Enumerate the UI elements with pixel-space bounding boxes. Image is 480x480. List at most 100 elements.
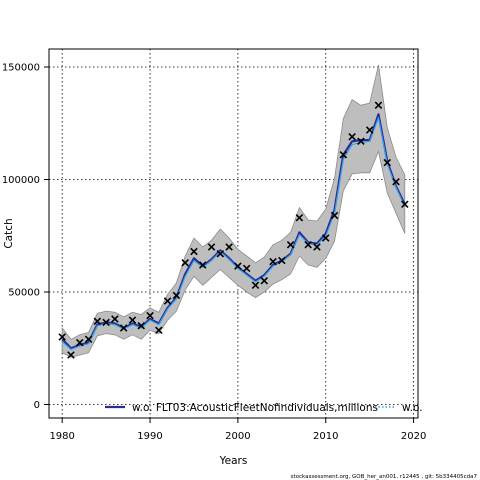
observed-point-stroke: [58, 333, 66, 341]
confidence-band-layer: [61, 64, 406, 358]
observed-point: [225, 243, 233, 251]
x-tick-label: 2010: [313, 431, 338, 442]
y-axis-title: Catch: [3, 218, 15, 248]
observed-point: [67, 351, 75, 359]
observed-point: [374, 101, 383, 110]
observed-point-stroke: [269, 257, 277, 266]
observed-point-stroke: [146, 311, 154, 320]
x-tick-label: 2000: [225, 431, 250, 442]
observed-point: [365, 126, 374, 134]
observed-point-stroke: [75, 338, 84, 347]
footer-attribution: stockassessment.org, GOB_her_an001, r124…: [291, 474, 478, 480]
observed-point-stroke: [181, 258, 189, 267]
observed-point-stroke: [172, 291, 181, 300]
observed-point: [392, 177, 400, 186]
observed-point: [269, 257, 277, 266]
observed-point: [181, 258, 189, 267]
observed-point-stroke: [330, 211, 339, 220]
observed-point-stroke: [242, 264, 251, 273]
observed-point: [111, 315, 119, 323]
observed-point: [339, 150, 348, 159]
observed-point-stroke: [84, 335, 93, 344]
observed-point: [286, 240, 295, 249]
observed-point-stroke: [365, 126, 374, 134]
observed-points-layer: [58, 101, 409, 359]
observed-point-stroke: [383, 158, 392, 167]
observed-point-stroke: [198, 261, 207, 269]
observed-point: [84, 335, 93, 344]
legend-label-alt: w.o.: [402, 402, 423, 414]
observed-point-stroke: [216, 249, 225, 258]
legend: w.o. FLT03:AcousticFleetNofindividuals,m…: [105, 402, 423, 414]
observed-point-stroke: [313, 243, 321, 251]
observed-point: [119, 324, 128, 332]
observed-point-stroke: [295, 213, 304, 222]
observed-point-stroke: [163, 297, 172, 305]
observed-point-stroke: [128, 316, 137, 324]
observed-point-stroke: [225, 243, 233, 251]
observed-point: [251, 281, 260, 290]
observed-point: [128, 316, 137, 324]
observed-point: [348, 132, 356, 141]
observed-point: [207, 243, 216, 251]
observed-point: [401, 200, 409, 209]
observed-point-stroke: [137, 321, 146, 330]
series-layer: [61, 113, 406, 350]
y-tick-label: 0: [34, 400, 40, 411]
axes-layer: 1980 1990 2000 2010 2020 0 50000 100000 150000: [2, 63, 427, 443]
observed-point-stroke: [251, 281, 260, 290]
observed-point: [321, 234, 330, 242]
series-line-main: [61, 113, 406, 350]
observed-point: [93, 317, 102, 326]
y-tick-label: 100000: [2, 175, 40, 186]
observed-point-stroke: [286, 240, 295, 249]
observed-point: [146, 311, 154, 320]
observed-point-stroke: [207, 243, 216, 251]
x-tick-label: 1980: [49, 431, 74, 442]
observed-point: [190, 247, 198, 256]
observed-point: [330, 211, 339, 220]
observed-point-stroke: [67, 351, 75, 359]
observed-point: [172, 291, 181, 300]
observed-point-stroke: [278, 256, 286, 265]
observed-point: [102, 318, 110, 327]
observed-point-stroke: [348, 132, 356, 141]
observed-point-stroke: [111, 315, 119, 323]
observed-point-stroke: [321, 234, 330, 242]
observed-point: [216, 249, 225, 258]
observed-point-stroke: [357, 137, 365, 146]
observed-point-stroke: [374, 101, 383, 110]
observed-point: [234, 262, 242, 270]
observed-point: [137, 321, 146, 330]
observed-point: [198, 261, 207, 269]
observed-point: [260, 276, 269, 285]
grid-layer: [49, 49, 418, 418]
observed-point-stroke: [392, 177, 400, 186]
observed-point: [242, 264, 251, 273]
observed-point-stroke: [234, 262, 242, 270]
legend-label-main: w.o. FLT03:AcousticFleetNofindividuals,m…: [132, 402, 378, 414]
observed-point: [357, 137, 365, 146]
observed-point: [75, 338, 84, 347]
confidence-band: [61, 64, 406, 358]
observed-point: [304, 240, 312, 249]
observed-point-stroke: [93, 317, 102, 326]
x-tick-label: 1990: [137, 431, 162, 442]
observed-point-stroke: [119, 324, 128, 332]
observed-point: [278, 256, 286, 265]
x-tick-label: 2020: [401, 431, 426, 442]
observed-point: [295, 213, 304, 222]
observed-point-stroke: [260, 276, 269, 285]
observed-point: [383, 158, 392, 167]
observed-point: [163, 297, 172, 305]
observed-point: [58, 333, 66, 341]
observed-point-stroke: [304, 240, 312, 249]
series-line-alt: [61, 116, 406, 350]
observed-point: [155, 326, 163, 335]
observed-point-stroke: [401, 200, 409, 209]
observed-point-stroke: [339, 150, 348, 159]
plot-frame: [48, 48, 419, 419]
observed-point-stroke: [102, 318, 110, 327]
observed-point-stroke: [155, 326, 163, 335]
